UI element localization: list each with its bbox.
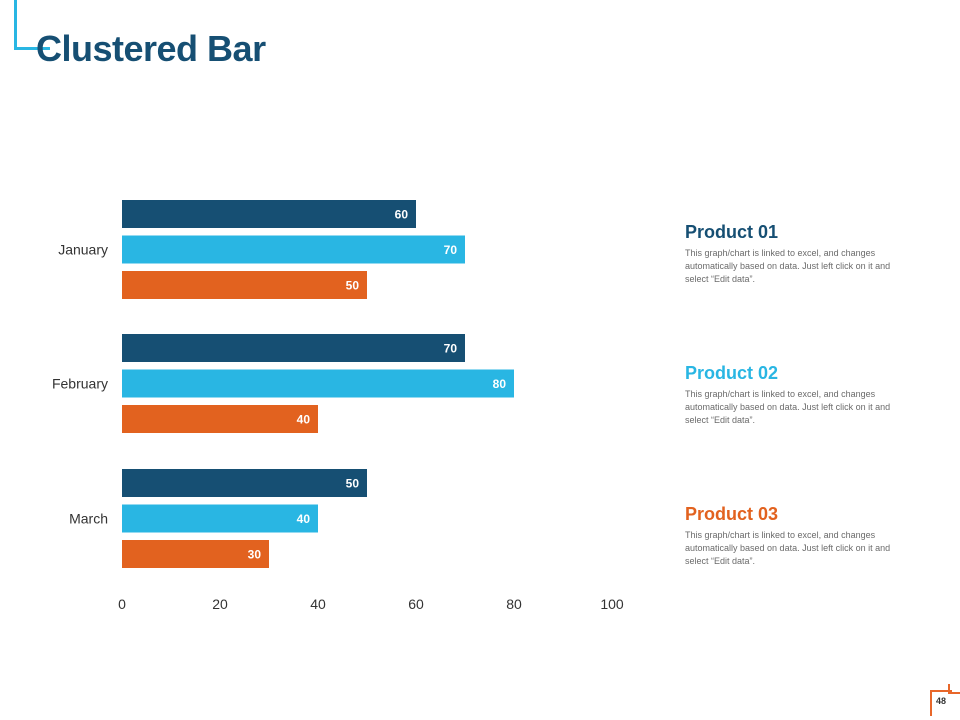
x-tick-label-100: 100 xyxy=(600,596,624,612)
data-label-march-product-01: 50 xyxy=(346,477,360,491)
bar-february-product-03[interactable] xyxy=(122,405,318,433)
page-title: Clustered Bar xyxy=(36,28,266,69)
legend-item-product-01: Product 01 This graph/chart is linked to… xyxy=(685,222,925,286)
x-tick-label-80: 80 xyxy=(506,596,522,612)
data-label-february-product-01: 70 xyxy=(444,342,458,356)
page-number: 48 xyxy=(935,696,946,706)
x-tick-label-40: 40 xyxy=(310,596,326,612)
data-label-february-product-03: 40 xyxy=(297,413,311,427)
bar-march-product-01[interactable] xyxy=(122,469,367,497)
legend-title-product-03: Product 03 xyxy=(685,504,779,524)
data-label-march-product-02: 40 xyxy=(297,512,311,526)
bar-march-product-02[interactable] xyxy=(122,504,318,533)
data-label-march-product-03: 30 xyxy=(248,548,262,562)
bar-january-product-03[interactable] xyxy=(122,271,367,299)
corner-accent-top-left xyxy=(14,0,50,50)
legend-desc-product-01: This graph/chart is linked to excel, and… xyxy=(685,248,891,284)
page-number-frame xyxy=(930,690,952,716)
bar-march-product-03[interactable] xyxy=(122,540,269,568)
category-label-february: February xyxy=(52,376,108,392)
legend-item-product-03: Product 03 This graph/chart is linked to… xyxy=(685,504,925,568)
data-label-february-product-02: 80 xyxy=(493,377,507,391)
bar-february-product-01[interactable] xyxy=(122,334,465,362)
x-tick-label-60: 60 xyxy=(408,596,424,612)
x-tick-label-0: 0 xyxy=(118,596,126,612)
legend-desc-product-03: This graph/chart is linked to excel, and… xyxy=(685,530,891,566)
legend-title-product-01: Product 01 xyxy=(685,222,779,242)
data-label-january-product-01: 60 xyxy=(395,208,409,222)
legend-desc-product-02: This graph/chart is linked to excel, and… xyxy=(685,389,891,425)
page-number-corner-accent xyxy=(948,684,960,694)
x-tick-label-20: 20 xyxy=(212,596,228,612)
data-label-january-product-03: 50 xyxy=(346,279,360,293)
legend-item-product-02: Product 02 This graph/chart is linked to… xyxy=(685,363,925,427)
category-label-january: January xyxy=(58,242,108,258)
bar-february-product-02[interactable] xyxy=(122,369,514,398)
bar-january-product-02[interactable] xyxy=(122,235,465,264)
data-label-january-product-02: 70 xyxy=(444,243,458,257)
category-label-march: March xyxy=(69,511,108,527)
legend-title-product-02: Product 02 xyxy=(685,363,779,383)
bar-january-product-01[interactable] xyxy=(122,200,416,228)
